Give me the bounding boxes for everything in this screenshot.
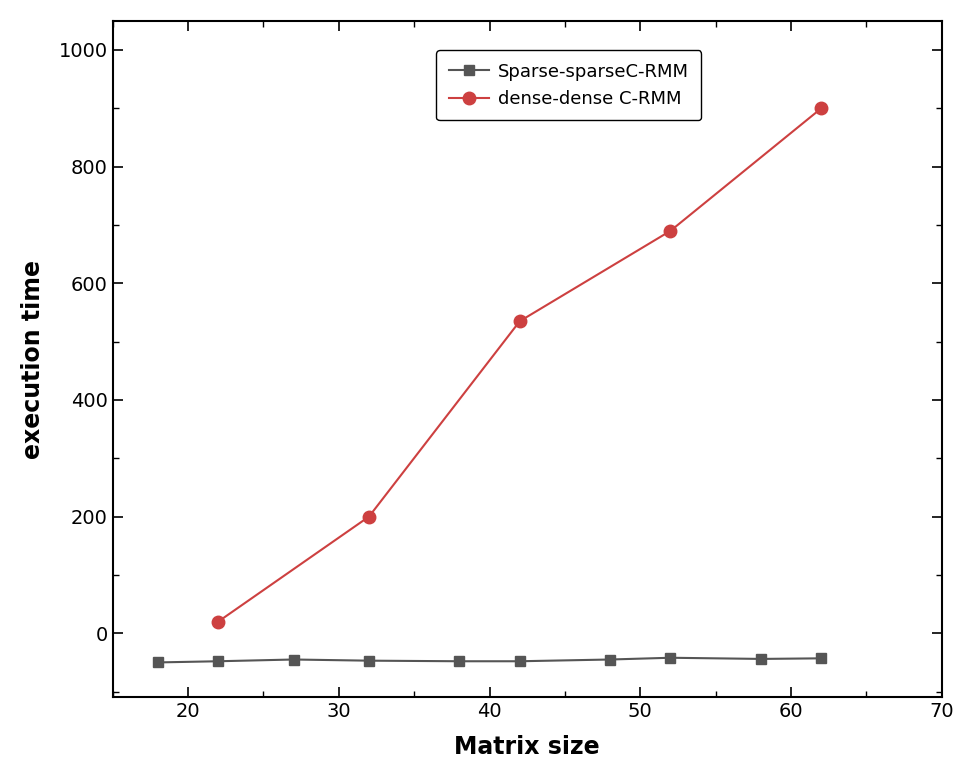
Sparse-sparseC-RMM (213, 657, 224, 666)
dense-dense C-RMM (514, 317, 526, 326)
Sparse-sparseC-RMM (755, 654, 766, 664)
Sparse-sparseC-RMM (152, 658, 164, 667)
Sparse-sparseC-RMM (363, 656, 374, 665)
dense-dense C-RMM (363, 512, 374, 521)
Sparse-sparseC-RMM (288, 655, 299, 665)
Legend: Sparse-sparseC-RMM, dense-dense C-RMM: Sparse-sparseC-RMM, dense-dense C-RMM (436, 50, 701, 120)
Sparse-sparseC-RMM (514, 657, 526, 666)
Y-axis label: execution time: execution time (20, 260, 45, 459)
dense-dense C-RMM (213, 617, 224, 626)
dense-dense C-RMM (665, 226, 677, 236)
dense-dense C-RMM (815, 104, 827, 113)
Sparse-sparseC-RMM (453, 657, 465, 666)
Line: Sparse-sparseC-RMM: Sparse-sparseC-RMM (153, 653, 826, 667)
X-axis label: Matrix size: Matrix size (454, 736, 600, 759)
Sparse-sparseC-RMM (815, 654, 827, 663)
Sparse-sparseC-RMM (604, 655, 616, 665)
Line: dense-dense C-RMM: dense-dense C-RMM (212, 102, 828, 628)
Sparse-sparseC-RMM (665, 653, 677, 662)
